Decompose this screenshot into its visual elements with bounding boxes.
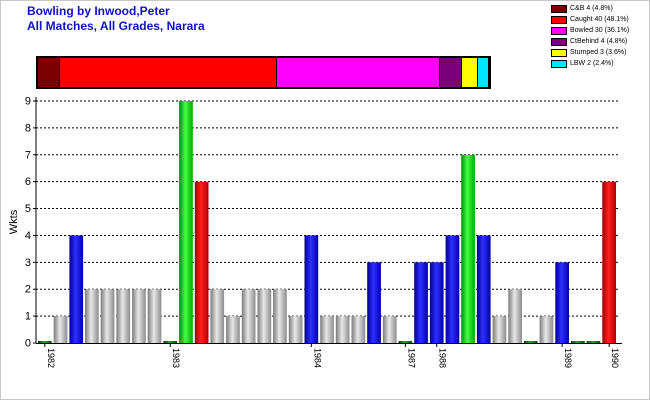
bar xyxy=(69,235,84,343)
stack-segment xyxy=(462,58,477,87)
x-tick-label: 1983 xyxy=(171,348,181,368)
bar xyxy=(539,316,554,343)
x-tick-label: 1988 xyxy=(438,348,448,368)
chart-title-line2: All Matches, All Grades, Narara xyxy=(27,19,205,33)
y-tick-label: 8 xyxy=(25,122,31,134)
stack-segment xyxy=(478,58,488,87)
y-tick-label: 0 xyxy=(25,338,31,350)
legend-item: LBW 2 (2.4%) xyxy=(551,59,629,70)
stack-segment xyxy=(60,58,276,87)
legend-swatch xyxy=(551,48,567,57)
legend-item: Caught 40 (48.1%) xyxy=(551,15,629,26)
bar xyxy=(38,341,52,343)
legend-swatch xyxy=(551,4,567,13)
bar xyxy=(555,262,569,343)
x-tick-label: 1987 xyxy=(406,348,416,368)
legend-swatch xyxy=(551,37,567,46)
bar xyxy=(100,289,115,343)
chart-title-line1: Bowling by Inwood,Peter xyxy=(27,4,170,18)
legend-label: LBW 2 (2.4%) xyxy=(570,60,614,67)
bar xyxy=(210,289,225,343)
bar xyxy=(320,316,334,343)
bar xyxy=(53,316,68,343)
stack-segment xyxy=(277,58,439,87)
x-tick-label: 1989 xyxy=(563,348,573,368)
bar xyxy=(508,289,522,343)
bar xyxy=(367,262,381,343)
y-tick-label: 7 xyxy=(25,149,31,161)
dismissal-stacked-bar xyxy=(36,56,491,89)
bar xyxy=(445,235,460,343)
bar xyxy=(257,289,272,343)
bar xyxy=(85,289,99,343)
bar xyxy=(602,181,616,343)
bar xyxy=(179,101,193,343)
y-tick-label: 6 xyxy=(25,176,31,188)
x-tick-label: 1990 xyxy=(610,348,620,368)
bar xyxy=(335,316,350,343)
bar xyxy=(288,316,303,343)
x-tick-label: 1982 xyxy=(46,348,56,368)
bar xyxy=(132,289,146,343)
y-tick-label: 5 xyxy=(25,203,31,215)
bar xyxy=(414,262,428,343)
bar xyxy=(398,341,413,343)
bar xyxy=(476,235,491,343)
bar xyxy=(147,289,162,343)
stack-segment xyxy=(38,58,59,87)
y-tick-label: 9 xyxy=(25,96,31,108)
chart-title: Bowling by Inwood,Peter All Matches, All… xyxy=(27,4,205,34)
bar xyxy=(273,289,287,343)
y-tick-label: 3 xyxy=(25,257,31,269)
bar xyxy=(226,316,240,343)
legend-item: Bowled 30 (36.1%) xyxy=(551,26,629,37)
legend-label: CtBehind 4 (4.8%) xyxy=(570,38,628,45)
legend-item: C&B 4 (4.8%) xyxy=(551,4,629,15)
stack-segment xyxy=(440,58,461,87)
bar xyxy=(461,154,475,343)
bar xyxy=(194,181,209,343)
legend-label: Bowled 30 (36.1%) xyxy=(570,27,630,34)
y-tick-label: 4 xyxy=(25,230,31,242)
bar xyxy=(116,289,131,343)
legend-label: Stumped 3 (3.6%) xyxy=(570,49,627,56)
bar xyxy=(241,289,256,343)
bar xyxy=(523,341,538,343)
x-tick-label: 1984 xyxy=(312,348,322,368)
y-tick-label: 1 xyxy=(25,311,31,323)
bar xyxy=(304,235,319,343)
legend-swatch xyxy=(551,15,567,24)
legend-swatch xyxy=(551,59,567,68)
legend-item: CtBehind 4 (4.8%) xyxy=(551,37,629,48)
legend-swatch xyxy=(551,26,567,35)
bar xyxy=(163,341,178,343)
bar xyxy=(571,341,585,343)
bar xyxy=(429,262,444,343)
legend-item: Stumped 3 (3.6%) xyxy=(551,48,629,59)
y-axis-label: Wkts xyxy=(8,209,20,234)
bar xyxy=(351,316,366,343)
bar xyxy=(586,341,601,343)
bar xyxy=(382,316,397,343)
legend-label: Caught 40 (48.1%) xyxy=(570,16,629,23)
bar xyxy=(492,316,507,343)
legend: C&B 4 (4.8%) Caught 40 (48.1%) Bowled 30 (… xyxy=(551,4,629,70)
legend-label: C&B 4 (4.8%) xyxy=(570,5,613,12)
y-tick-label: 2 xyxy=(25,284,31,296)
